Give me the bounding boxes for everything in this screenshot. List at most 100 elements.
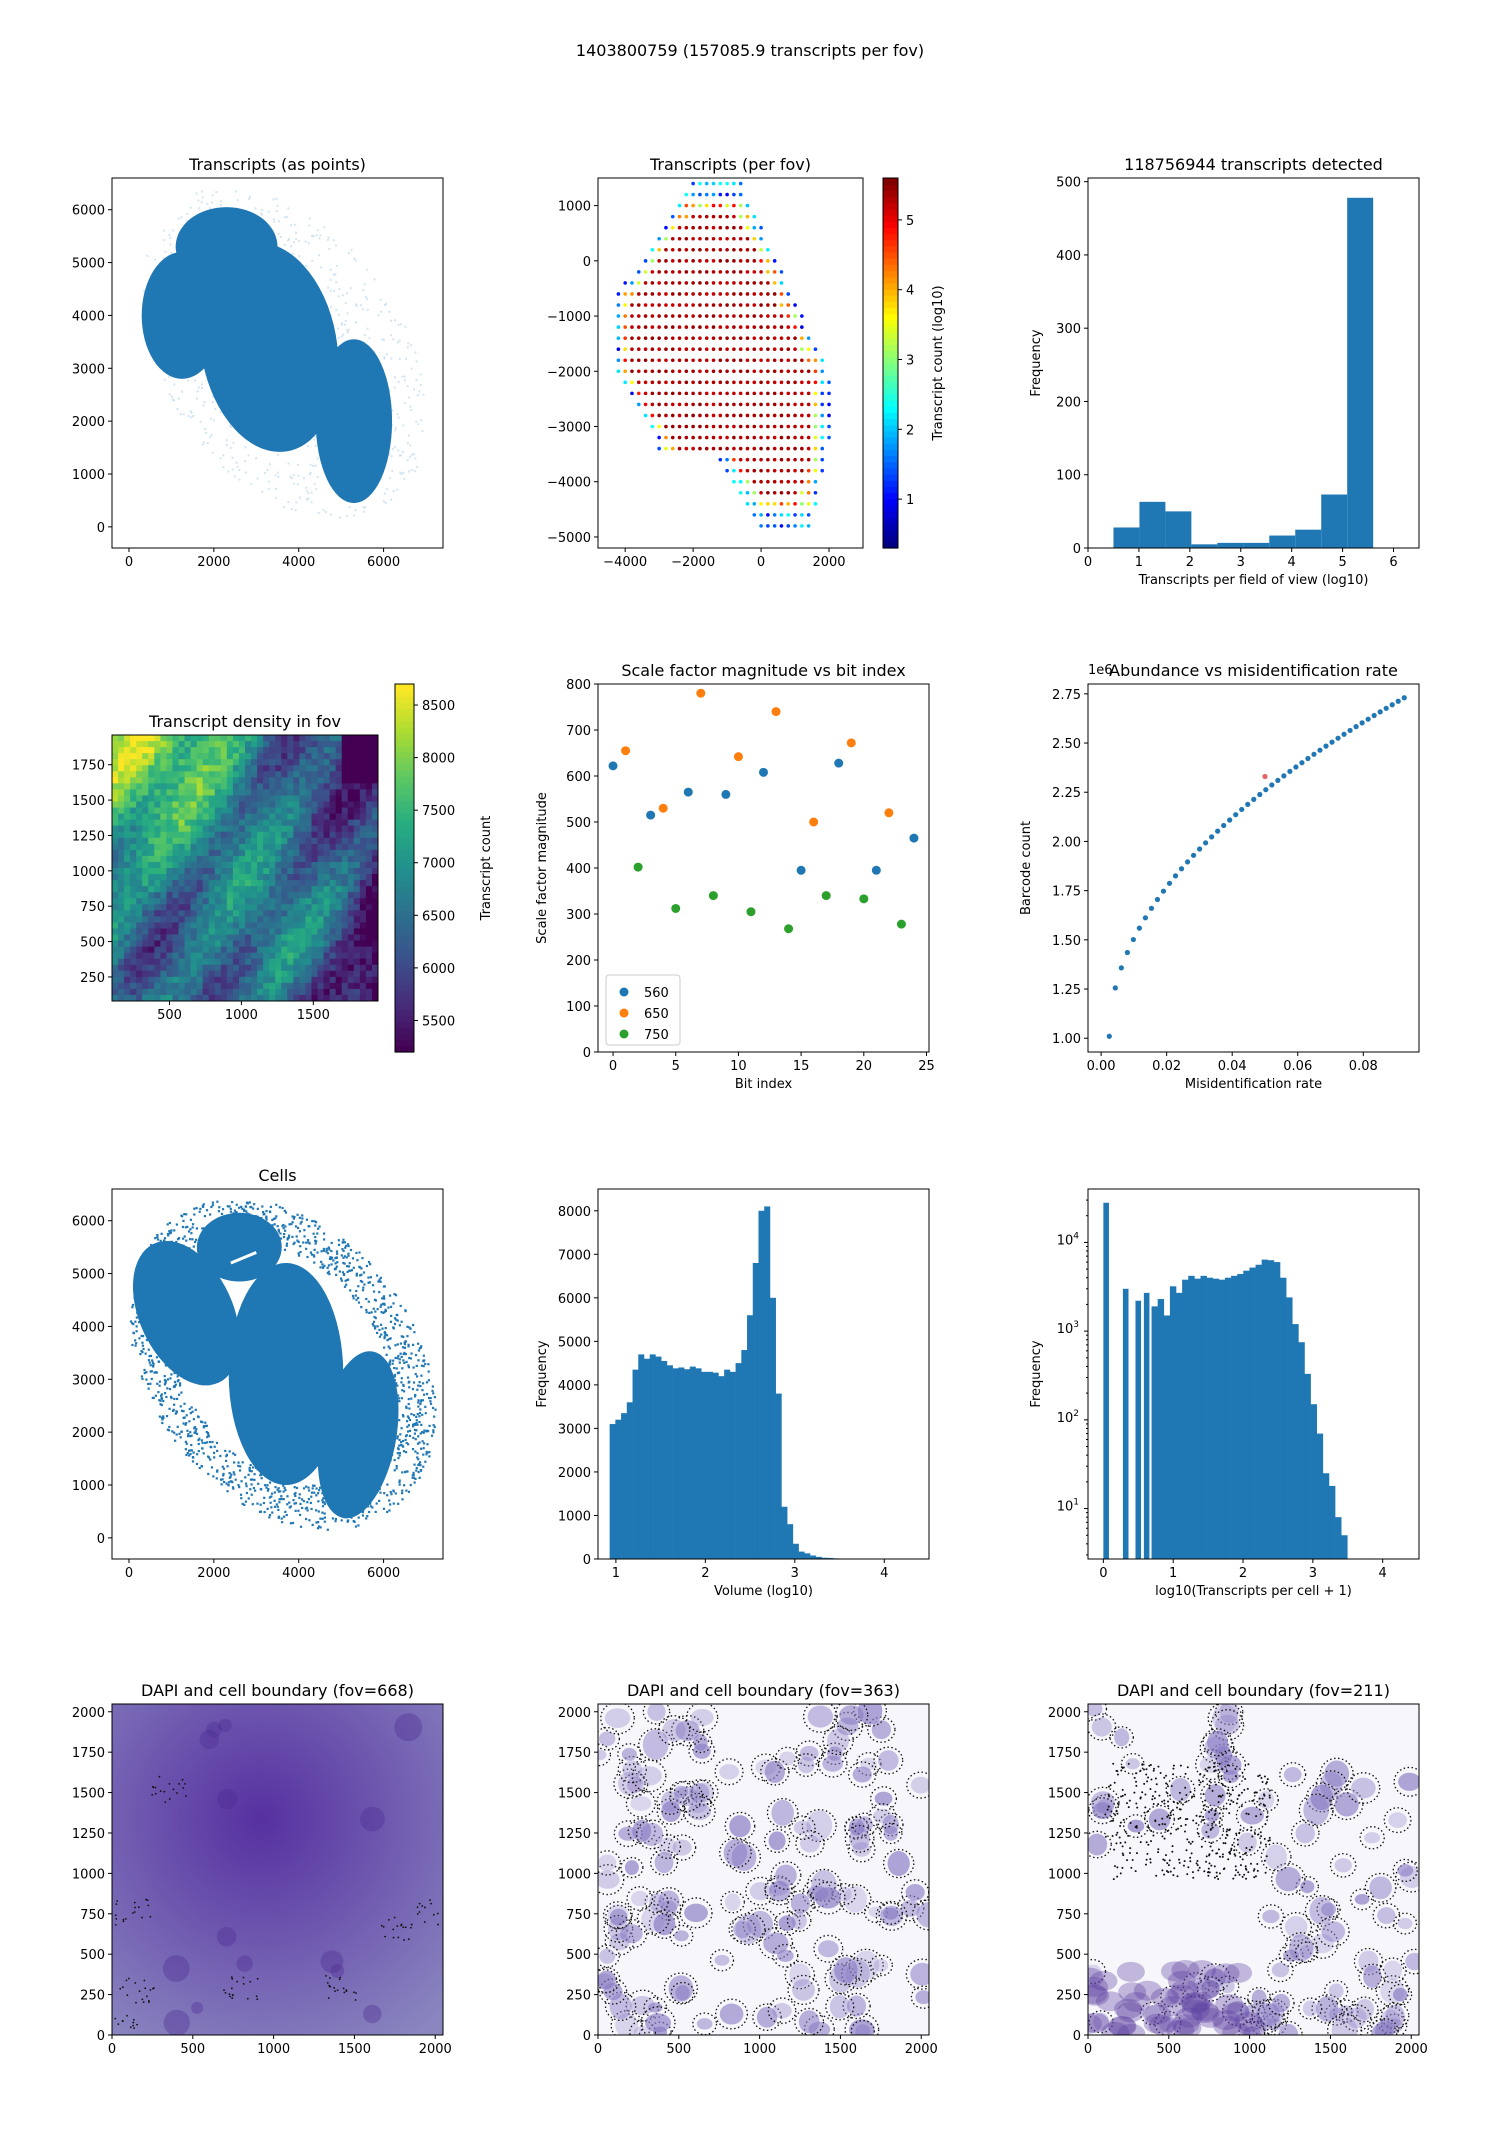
heat-cell <box>371 801 378 809</box>
heat-cell <box>214 789 222 796</box>
cell-point <box>292 1499 295 1502</box>
cell-point <box>407 1443 410 1446</box>
cell-point <box>286 1503 289 1506</box>
cell-point <box>427 1430 430 1433</box>
fov-point <box>772 380 777 385</box>
heat-cell <box>154 898 161 905</box>
heat-cell <box>172 837 179 845</box>
fov-point <box>718 303 723 307</box>
fov-point <box>738 347 743 351</box>
fov-point <box>745 225 750 230</box>
colorbar-segment <box>883 375 898 383</box>
heat-cell <box>323 910 331 917</box>
colorbar-segment <box>883 178 898 185</box>
heat-cell <box>323 813 331 821</box>
fov-point <box>786 446 791 451</box>
heat-cell <box>299 861 306 869</box>
heat-cell <box>160 825 167 833</box>
heat-cell <box>359 940 367 948</box>
heat-cell <box>275 855 282 863</box>
heat-cell <box>220 771 228 778</box>
cell-point <box>220 1212 224 1216</box>
heat-cell <box>323 868 331 875</box>
heat-cell <box>245 952 252 960</box>
heat-cell <box>245 855 252 863</box>
cell-point <box>195 1238 198 1241</box>
heat-cell <box>365 771 373 778</box>
fov-point <box>704 259 709 263</box>
barcode-point <box>1251 796 1257 802</box>
x-axis-label: Misidentification rate <box>1185 1077 1322 1092</box>
heat-cell <box>112 994 119 1001</box>
fov-point <box>711 225 716 230</box>
colorbar-segment <box>883 215 898 222</box>
heat-cell <box>371 765 378 772</box>
cell-point <box>414 1438 417 1441</box>
heat-cell <box>238 795 246 802</box>
faint-point <box>171 398 174 401</box>
colorbar-segment <box>883 517 898 524</box>
cell-point <box>145 1338 148 1342</box>
cell-point <box>185 1213 188 1216</box>
heat-cell <box>208 831 216 839</box>
heat-cell <box>142 904 149 911</box>
heat-cell <box>184 765 192 772</box>
fov-point <box>759 413 763 418</box>
fov-point <box>725 413 729 418</box>
faint-point <box>276 204 279 207</box>
fov-point <box>745 270 750 274</box>
fov-point <box>711 369 716 374</box>
heat-cell <box>347 801 355 809</box>
heat-cell <box>178 874 186 881</box>
plot-area <box>141 190 425 519</box>
faint-point <box>366 327 369 330</box>
fov-point <box>732 303 736 307</box>
heat-cell <box>335 795 343 802</box>
barcode-point <box>1154 896 1161 903</box>
heat-cell <box>202 777 210 784</box>
heat-cell <box>251 976 258 984</box>
heat-cell <box>178 934 186 942</box>
faint-point <box>316 229 319 232</box>
heat-cell <box>293 976 300 984</box>
heat-cell <box>124 958 131 966</box>
heat-cell <box>347 892 355 899</box>
heat-cell <box>148 843 155 851</box>
heat-cell <box>359 795 367 802</box>
heat-cell <box>269 970 276 978</box>
heat-cell <box>347 747 355 754</box>
fov-point <box>718 214 723 219</box>
fov-point <box>704 314 709 318</box>
faint-point <box>408 470 411 473</box>
heat-cell <box>353 988 361 996</box>
heat-cell <box>172 904 179 911</box>
heat-cell <box>335 747 343 754</box>
heat-cell <box>359 892 367 899</box>
heat-cell <box>365 741 373 748</box>
faint-point <box>176 408 179 411</box>
fov-point <box>800 490 804 495</box>
heat-cell <box>311 735 319 742</box>
heat-cell <box>238 886 246 893</box>
cell-point <box>182 1237 185 1240</box>
heat-cell <box>329 813 337 821</box>
fov-point <box>670 413 675 418</box>
heat-cell <box>232 789 240 796</box>
colorbar-segment <box>395 1002 414 1010</box>
heat-cell <box>323 759 331 766</box>
fov-point <box>725 369 729 374</box>
fov-point <box>657 247 661 252</box>
heat-cell <box>353 880 361 887</box>
fov-point <box>711 181 716 186</box>
faint-point <box>409 405 412 408</box>
heat-cell <box>365 940 373 948</box>
heat-cell <box>347 837 355 845</box>
cell-point <box>285 1242 289 1245</box>
heat-cell <box>293 970 300 978</box>
heat-cell <box>281 976 288 984</box>
heat-cell <box>323 801 331 809</box>
fov-point <box>786 424 791 429</box>
faint-point <box>187 379 190 382</box>
heat-cell <box>335 868 343 875</box>
heat-cell <box>136 783 143 790</box>
